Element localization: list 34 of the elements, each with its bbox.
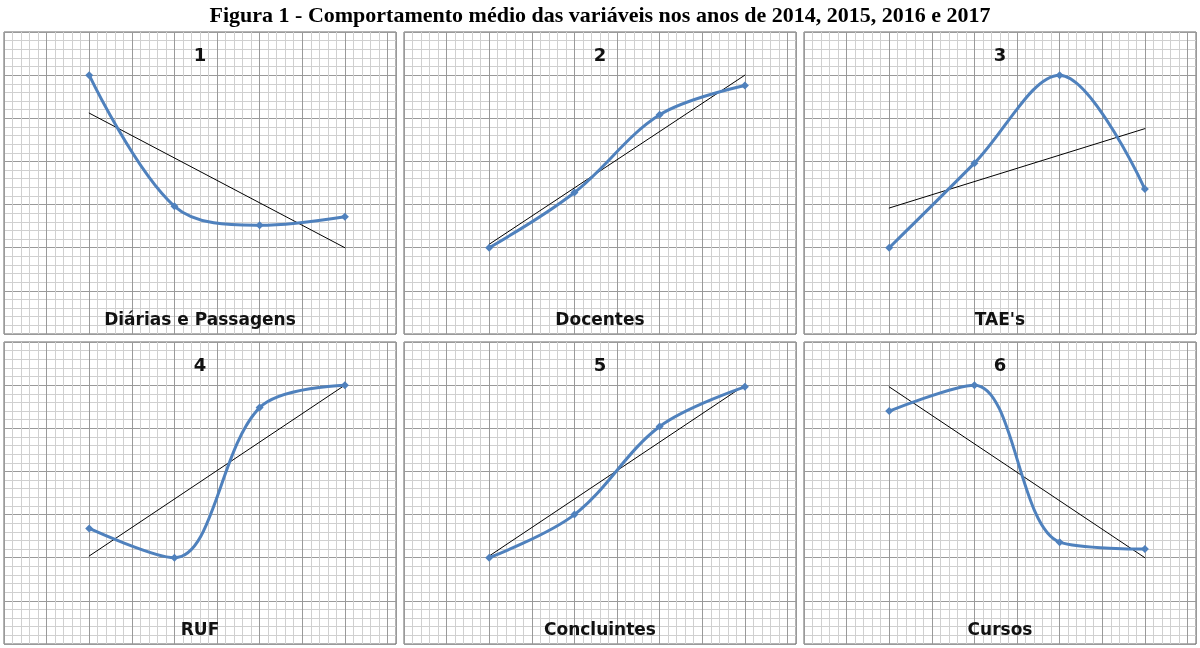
chart-title: 2 (593, 43, 607, 65)
chart-title: 4 (193, 353, 207, 375)
point (255, 221, 264, 230)
chart-title: 3 (993, 43, 1007, 65)
point (170, 202, 179, 211)
x-axis-title: Concluintes (544, 618, 656, 639)
point (740, 382, 749, 391)
point (970, 381, 979, 390)
point (885, 407, 894, 416)
x-axis-title: TAE's (974, 308, 1026, 329)
point (255, 403, 264, 412)
point (970, 159, 979, 168)
point (340, 212, 349, 221)
chart-title: 1 (193, 43, 207, 65)
point (1055, 538, 1064, 547)
chart-title: 6 (993, 353, 1007, 375)
x-axis-title: RUF (180, 618, 220, 639)
point (655, 110, 664, 119)
point (655, 422, 664, 431)
point (570, 510, 579, 519)
x-axis-title: Docentes (555, 308, 645, 329)
point (85, 71, 94, 80)
chart-title: 5 (593, 353, 607, 375)
point (885, 243, 894, 252)
x-axis-title: Cursos (967, 618, 1033, 639)
x-axis-title: Diárias e Passagens (104, 308, 296, 329)
point (485, 243, 494, 252)
text: Figura 1 - Comportamento médio das variáveis nos anos de 2014, 2015, 2016 e 2017 (209, 2, 991, 27)
point (570, 188, 579, 197)
point (85, 524, 94, 533)
point (485, 553, 494, 562)
point (1140, 185, 1149, 194)
point (170, 553, 179, 562)
point (740, 81, 749, 90)
